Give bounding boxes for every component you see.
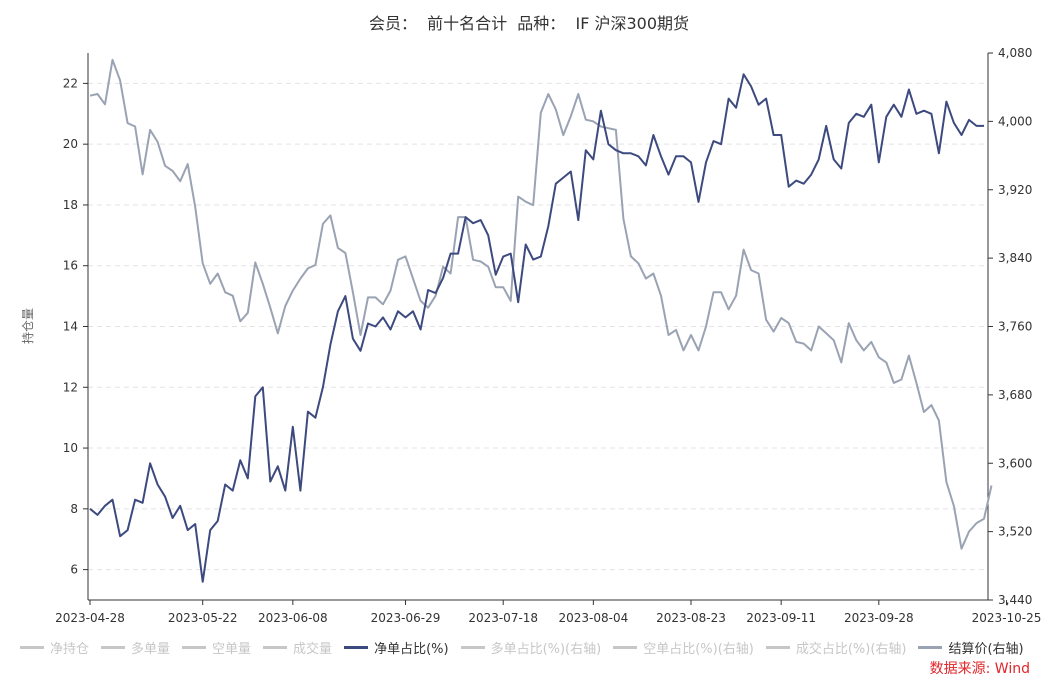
- x-tick-label: 2023-09-11: [746, 611, 816, 625]
- y-axis-label: 持仓量: [20, 308, 35, 344]
- legend-label: 结算价(右轴): [948, 642, 1024, 657]
- legend-item[interactable]: 多单量: [101, 638, 170, 657]
- legend-item[interactable]: 成交占比(%)(右轴): [765, 638, 907, 657]
- legend-label: 空单占比(%)(右轴): [643, 642, 754, 657]
- legend-item[interactable]: 多单占比(%)(右轴): [460, 638, 602, 657]
- series-line-net-ratio: [89, 73, 984, 583]
- data-source-label: 数据来源: Wind: [929, 661, 1030, 677]
- y-left-tick-label: 12: [63, 380, 78, 394]
- legend-item[interactable]: 空单量: [182, 638, 251, 657]
- y-right-tick-label: 3,920: [998, 183, 1032, 197]
- legend: 净持仓 多单量 空单量 成交量 净单占比(%) 多单占比(%)(右轴) 空单占比(%)(右轴…: [20, 638, 1036, 657]
- legend-swatch: [613, 646, 638, 649]
- legend-label: 成交占比(%)(右轴): [795, 642, 907, 657]
- y-right-tick-label: 4,000: [998, 114, 1032, 128]
- legend-item[interactable]: 结算价(右轴): [918, 638, 1024, 657]
- y-left-tick-label: 14: [63, 320, 78, 334]
- x-tick-label: 2023-10-25: [972, 611, 1042, 625]
- y-right-tick-label: 3,440: [998, 593, 1032, 607]
- x-tick-label: 2023-06-08: [258, 611, 328, 625]
- y-right-tick-label: 3,680: [998, 388, 1032, 402]
- y-left-tick-label: 6: [70, 563, 78, 577]
- x-tick-label: 2023-09-28: [844, 611, 914, 625]
- y-left-tick-label: 16: [63, 259, 78, 273]
- legend-swatch: [765, 646, 790, 649]
- chart-title: 会员： 前十名合计 品种： IF 沪深300期货: [368, 14, 690, 33]
- legend-swatch: [20, 646, 44, 649]
- legend-swatch: [263, 646, 288, 649]
- legend-swatch: [460, 646, 485, 649]
- legend-label: 净持仓: [50, 642, 90, 657]
- legend-label: 净单占比(%): [374, 642, 449, 657]
- y-right-tick-label: 3,600: [998, 456, 1032, 470]
- series-line-settle-price: [89, 58, 993, 550]
- x-tick-label: 2023-06-29: [371, 611, 441, 625]
- legend-item[interactable]: 成交量: [263, 638, 332, 657]
- y-right-tick-label: 4,080: [998, 46, 1032, 60]
- legend-label: 空单量: [212, 642, 252, 657]
- legend-label: 成交量: [293, 642, 333, 657]
- y-left-tick-label: 20: [63, 137, 78, 151]
- x-tick-label: 2023-08-04: [558, 611, 628, 625]
- x-tick-label: 2023-07-18: [468, 611, 538, 625]
- legend-label: 多单占比(%)(右轴): [490, 642, 602, 657]
- y-right-tick-label: 3,520: [998, 525, 1032, 539]
- y-left-tick-label: 8: [70, 502, 78, 516]
- y-left-tick-label: 22: [63, 76, 78, 90]
- y-left-tick-label: 10: [63, 441, 78, 455]
- y-right-tick-label: 3,840: [998, 251, 1032, 265]
- legend-item[interactable]: 净单占比(%): [344, 638, 449, 657]
- legend-label: 多单量: [131, 642, 171, 657]
- axes: 6 8 10 12 14 16 18 20 22 3,440 3,520 3,600 3,680 3,76…: [55, 46, 1041, 625]
- legend-swatch: [182, 646, 207, 649]
- legend-swatch: [344, 646, 369, 649]
- x-tick-label: 2023-05-22: [168, 611, 238, 625]
- y-left-tick-label: 18: [63, 198, 78, 212]
- x-tick-label: 2023-08-23: [656, 611, 726, 625]
- legend-swatch: [101, 646, 126, 649]
- legend-item[interactable]: 空单占比(%)(右轴): [613, 638, 754, 657]
- x-tick-label: 2023-04-28: [55, 611, 125, 625]
- legend-item[interactable]: 净持仓: [20, 638, 89, 657]
- series-lines: [89, 58, 993, 583]
- y-right-tick-label: 3,760: [998, 320, 1032, 334]
- legend-swatch: [918, 646, 943, 649]
